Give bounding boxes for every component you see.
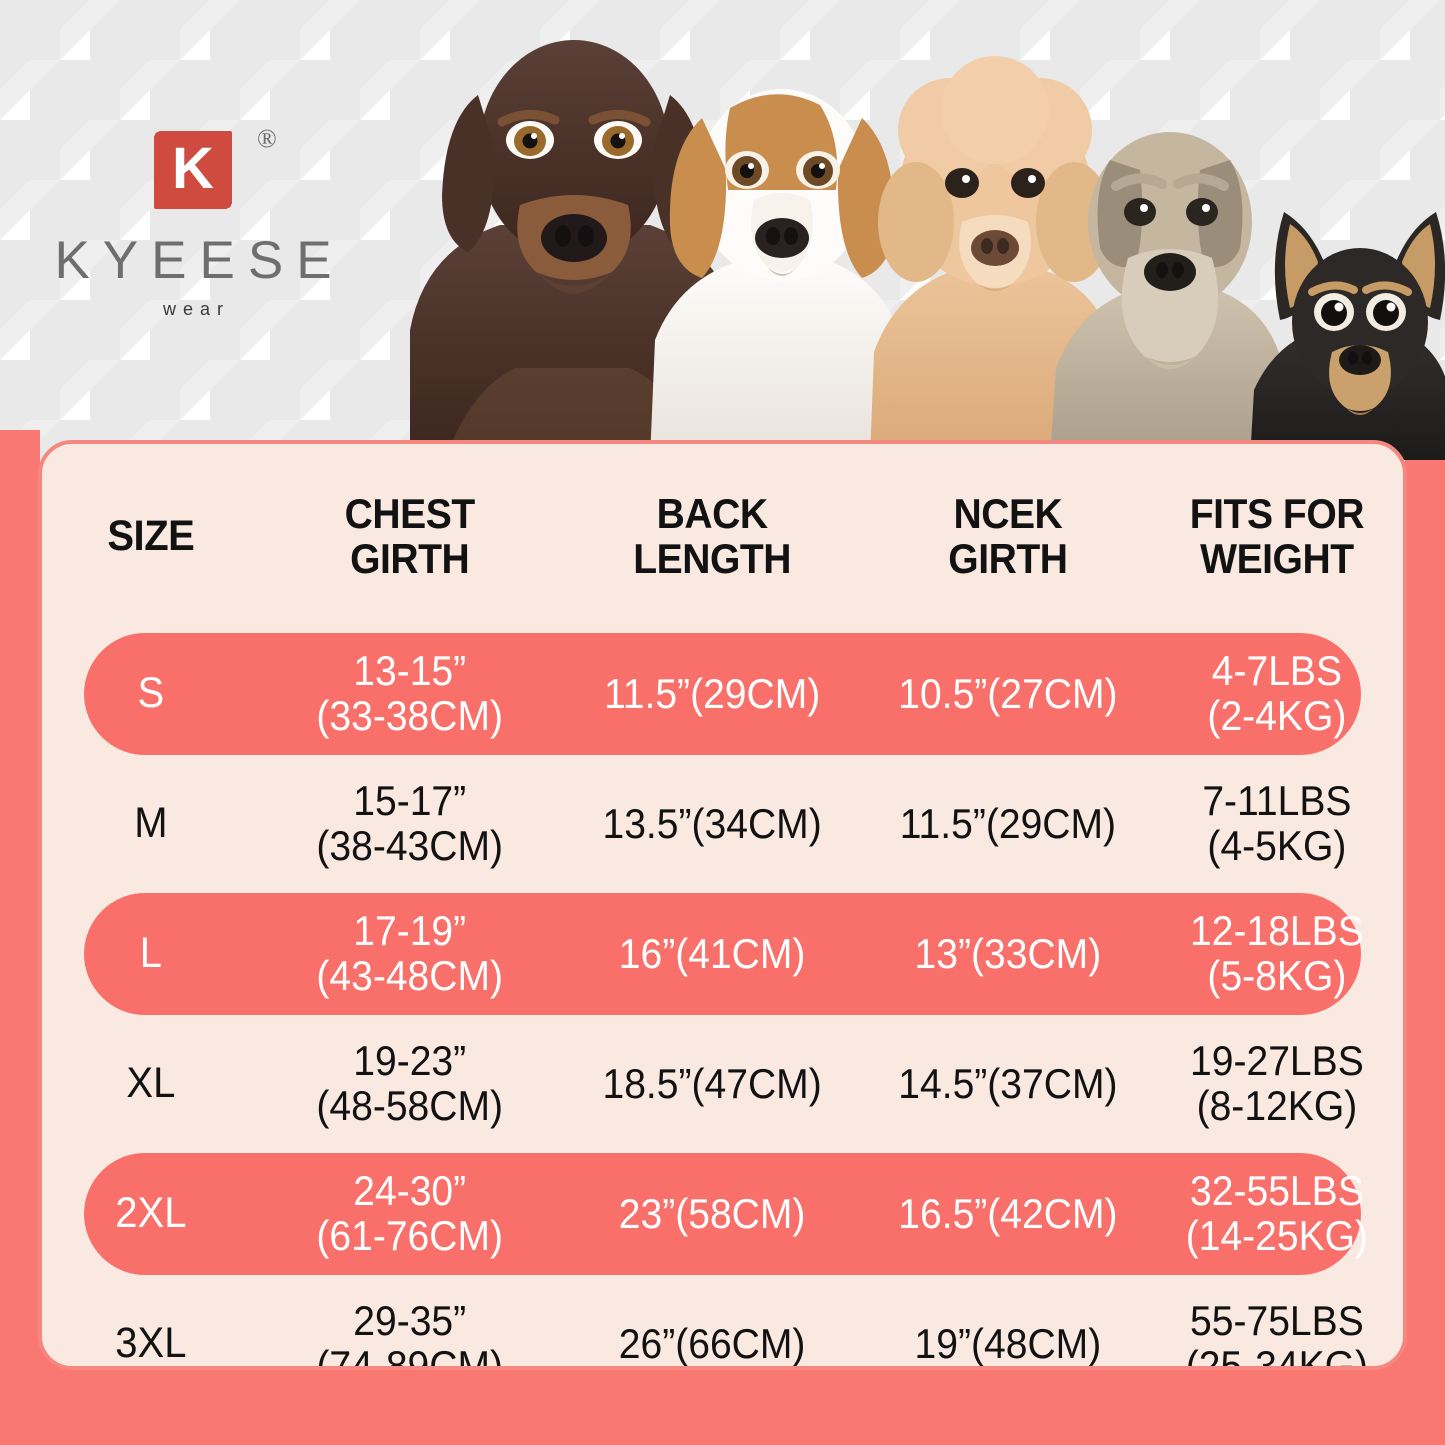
cell-fits-for-weight: 32-55LBS (14-25KG) [1185, 1167, 1369, 1259]
cell-chest-girth: 15-17” (38-43CM) [316, 777, 503, 869]
schnauzer-dog-photo [1050, 132, 1288, 460]
dog-photo-group [350, 0, 1445, 460]
cell-neck-girth: 13”(33CM) [914, 929, 1102, 977]
cell-size: S [137, 669, 165, 718]
left-accent-band [0, 430, 40, 1445]
row-highlight-pill [84, 633, 1361, 755]
table-row[interactable]: 3XL 29-35” (74-89CM) 26”(66CM) 19”(48CM)… [42, 1279, 1403, 1370]
table-header-row: SIZE CHEST GIRTH BACK LENGTH NCEK GIRTH … [42, 444, 1403, 629]
cell-neck-girth: 10.5”(27CM) [898, 669, 1118, 717]
column-header-fits-for-weight: FITS FOR WEIGHT [1189, 489, 1365, 582]
cell-neck-girth: 14.5”(37CM) [898, 1059, 1118, 1107]
table-row[interactable]: 2XL 24-30” (61-76CM) 23”(58CM) 16.5”(42C… [42, 1149, 1403, 1279]
logo-letter: K [172, 135, 214, 201]
column-header-chest-girth: CHEST GIRTH [344, 489, 475, 582]
cell-fits-for-weight: 12-18LBS (5-8KG) [1190, 907, 1364, 999]
cell-fits-for-weight: 55-75LBS (25-34KG) [1185, 1297, 1369, 1370]
chihuahua-dog-photo [1250, 212, 1445, 460]
cell-size: M [134, 799, 168, 848]
cell-size: XL [126, 1059, 176, 1108]
logo-square-icon: K [155, 132, 231, 208]
cell-neck-girth: 11.5”(29CM) [900, 799, 1117, 847]
size-chart-table: SIZE CHEST GIRTH BACK LENGTH NCEK GIRTH … [42, 444, 1403, 1370]
logo-mark: K ® [155, 124, 277, 208]
cell-chest-girth: 29-35” (74-89CM) [316, 1297, 503, 1370]
brand-tagline: wear [162, 299, 230, 319]
cell-fits-for-weight: 7-11LBS (4-5KG) [1202, 777, 1352, 869]
bottom-accent-band [0, 1370, 1445, 1445]
cell-chest-girth: 17-19” (43-48CM) [316, 907, 503, 999]
cell-chest-girth: 24-30” (61-76CM) [316, 1167, 503, 1259]
column-header-size: SIZE [107, 511, 195, 560]
cell-back-length: 18.5”(47CM) [602, 1059, 822, 1107]
brand-logo: K ® KYEESE wear [18, 124, 368, 320]
cell-neck-girth: 19”(48CM) [914, 1319, 1102, 1367]
cell-size: 2XL [115, 1189, 187, 1238]
hero-banner: K ® KYEESE wear [0, 0, 1445, 470]
cell-back-length: 23”(58CM) [618, 1189, 806, 1237]
cell-back-length: 11.5”(29CM) [604, 669, 821, 717]
row-highlight-pill [84, 893, 1361, 1015]
row-highlight-pill [84, 1153, 1361, 1275]
table-row[interactable]: M 15-17” (38-43CM) 13.5”(34CM) 11.5”(29C… [42, 759, 1403, 889]
column-header-back-length: BACK LENGTH [633, 489, 792, 582]
registered-trademark-icon: ® [257, 124, 277, 153]
cell-size: 3XL [115, 1319, 187, 1368]
right-accent-band [1405, 430, 1445, 1445]
cell-fits-for-weight: 4-7LBS (2-4KG) [1207, 647, 1347, 739]
cell-chest-girth: 13-15” (33-38CM) [316, 647, 503, 739]
cell-size: L [139, 929, 162, 978]
cell-neck-girth: 16.5”(42CM) [898, 1189, 1118, 1237]
table-row[interactable]: L 17-19” (43-48CM) 16”(41CM) 13”(33CM) 1… [42, 889, 1403, 1019]
cell-back-length: 26”(66CM) [618, 1319, 806, 1367]
cell-chest-girth: 19-23” (48-58CM) [316, 1037, 503, 1129]
table-row[interactable]: XL 19-23” (48-58CM) 18.5”(47CM) 14.5”(37… [42, 1019, 1403, 1149]
column-header-neck-girth: NCEK GIRTH [948, 489, 1069, 582]
beagle-dog-photo [650, 89, 906, 460]
table-row[interactable]: S 13-15” (33-38CM) 11.5”(29CM) 10.5”(27C… [42, 629, 1403, 759]
size-chart-card: SIZE CHEST GIRTH BACK LENGTH NCEK GIRTH … [38, 440, 1407, 1370]
cell-fits-for-weight: 19-27LBS (8-12KG) [1190, 1037, 1364, 1129]
cell-back-length: 16”(41CM) [618, 929, 806, 977]
brand-wordmark: KYEESE [54, 231, 345, 290]
cell-back-length: 13.5”(34CM) [602, 799, 822, 847]
